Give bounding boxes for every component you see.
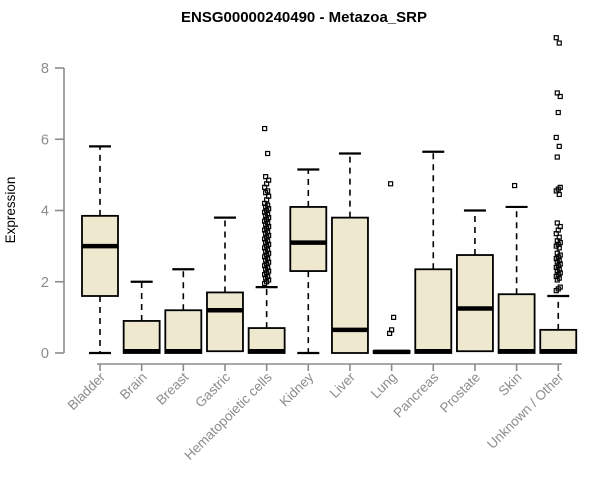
x-tick-label-gastric: Gastric: [192, 369, 233, 410]
x-tick-label-kidney: Kidney: [277, 369, 317, 409]
y-tick-label: 4: [41, 204, 49, 220]
outlier-point: [263, 174, 269, 180]
outlier-point: [553, 35, 559, 41]
y-tick-label: 6: [41, 132, 49, 148]
x-tick-label-breast: Breast: [153, 369, 191, 407]
box: [289, 206, 328, 272]
outlier-point: [556, 143, 562, 149]
box: [122, 320, 161, 354]
x-tick-label-bladder: Bladder: [65, 369, 109, 413]
outlier-point: [556, 191, 562, 198]
outlier-point: [554, 250, 560, 256]
x-tick-label-lung: Lung: [368, 370, 400, 402]
chart-title: ENSG00000240490 - Metazoa_SRP: [181, 9, 427, 26]
x-tick-label-liver: Liver: [327, 369, 359, 401]
box: [164, 309, 203, 354]
x-tick-label-unknown-other: Unknown / Other: [484, 369, 567, 452]
box: [81, 214, 119, 297]
outlier-point: [556, 234, 562, 240]
outlier-point: [554, 154, 560, 160]
boxplot-breast: [164, 268, 203, 354]
outlier-point: [557, 93, 563, 100]
outlier-point: [262, 125, 268, 132]
boxplot-gastric: [206, 216, 244, 353]
outlier-point: [553, 134, 559, 141]
outlier-point: [266, 193, 272, 199]
outlier-point: [265, 188, 271, 194]
y-axis-label: Expression: [3, 177, 18, 244]
boxplot-hematopoietic-cells: [247, 125, 286, 354]
y-tick-label: 2: [41, 275, 49, 291]
boxplot-kidney: [289, 168, 328, 355]
boxplot-bladder: [81, 145, 119, 355]
box: [497, 293, 536, 354]
boxplot-pancreas: [414, 150, 453, 354]
outlier-point: [389, 327, 395, 333]
y-tick-label: 0: [41, 346, 49, 362]
box: [456, 254, 494, 353]
boxplot-lung: [372, 181, 411, 355]
boxplot-liver: [331, 152, 369, 354]
outlier-point: [557, 184, 563, 190]
y-axis: 0 2 4 6 8: [41, 61, 65, 362]
box: [206, 291, 244, 353]
outlier-point: [554, 220, 560, 226]
box: [414, 268, 453, 354]
x-tick-label-skin: Skin: [496, 370, 525, 399]
outlier-point: [555, 109, 561, 116]
outlier-point: [556, 40, 562, 46]
y-tick-label: 8: [41, 61, 49, 77]
outlier-point: [557, 223, 563, 230]
outlier-point: [266, 177, 272, 183]
outlier-point: [265, 150, 271, 157]
outlier-point: [391, 314, 397, 320]
boxplot-skin: [497, 182, 536, 354]
x-tick-label-brain: Brain: [117, 370, 150, 403]
boxplot-prostate: [456, 209, 494, 353]
outlier-point: [557, 284, 563, 290]
boxplot-unknown-other: [539, 35, 578, 354]
outlier-point: [554, 90, 560, 96]
x-tick-label-pancreas: Pancreas: [390, 369, 441, 420]
outlier-point: [511, 182, 518, 189]
box: [331, 216, 369, 354]
boxplot-brain: [122, 280, 161, 354]
outlier-point: [388, 181, 394, 187]
boxplot-series: [81, 35, 578, 355]
x-tick-label-prostate: Prostate: [437, 370, 483, 416]
